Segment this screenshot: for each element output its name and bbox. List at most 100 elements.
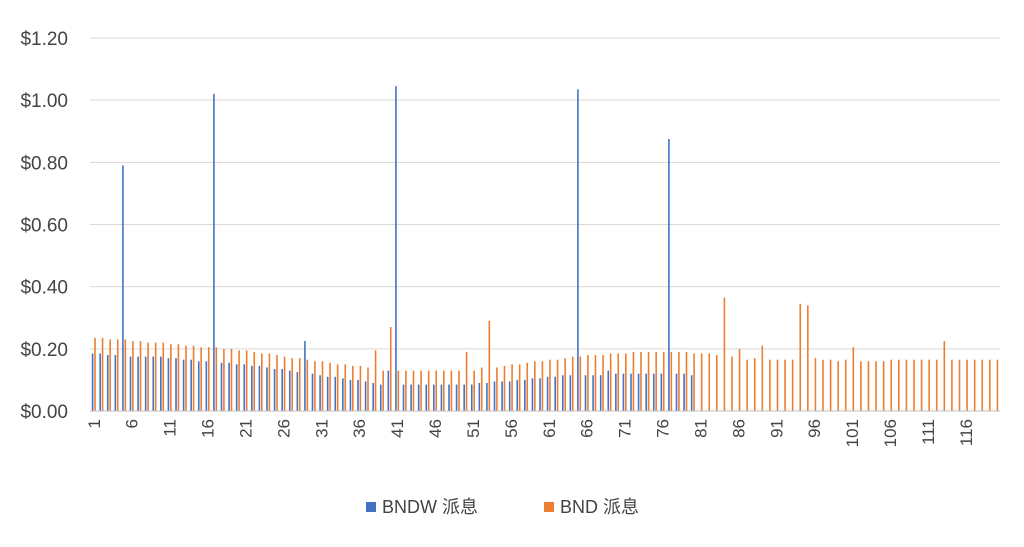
bar-bndw-12 (175, 358, 177, 411)
bar-bnd-42 (405, 370, 407, 411)
bar-bndw-15 (197, 361, 200, 411)
legend: BNDW 派息 BND 派息 (366, 497, 639, 517)
bar-bnd-70 (617, 353, 620, 411)
bar-bndw-13 (182, 359, 185, 411)
x-tick-label: 6 (123, 419, 142, 428)
bar-bndw-29 (304, 341, 306, 411)
bar-bndw-45 (425, 384, 428, 411)
bar-bnd-91 (776, 359, 779, 411)
bar-bndw-53 (486, 383, 488, 411)
bar-bnd-58 (526, 362, 529, 411)
bar-bndw-71 (622, 373, 625, 411)
bar-bndw-72 (630, 373, 632, 411)
bar-bndw-27 (288, 370, 291, 411)
bar-bnd-23 (261, 353, 263, 411)
bar-bndw-57 (516, 379, 519, 411)
bar-bnd-26 (283, 356, 286, 411)
bar-bnd-67 (594, 355, 597, 411)
bar-bnd-40 (389, 327, 392, 411)
bar-bndw-79 (683, 373, 685, 411)
legend-swatch-bndw (366, 502, 376, 512)
bar-bnd-59 (534, 361, 536, 411)
bar-bndw-68 (599, 375, 602, 411)
x-tick-label: 21 (237, 419, 256, 438)
y-tick-label: $0.20 (20, 340, 68, 361)
bar-bnd-17 (215, 347, 218, 411)
bar-bnd-66 (587, 355, 589, 411)
bar-bnd-88 (753, 358, 756, 411)
bar-bndw-3 (106, 355, 109, 411)
bar-bnd-4 (116, 339, 119, 411)
bar-bnd-102 (860, 361, 862, 411)
bar-bnd-114 (951, 359, 953, 411)
bar-bndw-21 (243, 364, 246, 412)
bar-bndw-36 (357, 379, 359, 411)
bar-bnd-6 (132, 341, 134, 411)
x-tick-label: 86 (729, 419, 748, 438)
x-tick-label: 81 (692, 419, 711, 438)
bar-bnd-46 (435, 370, 438, 411)
bar-bnd-87 (746, 359, 748, 411)
bar-bnd-44 (420, 370, 422, 411)
bar-bndw-77 (668, 139, 670, 411)
x-tick-label: 26 (274, 419, 293, 438)
bar-bndw-73 (637, 373, 640, 411)
bar-bnd-111 (928, 359, 930, 411)
bar-bnd-84 (723, 297, 726, 411)
bar-bndw-20 (235, 364, 238, 412)
bar-bnd-33 (336, 364, 339, 412)
x-tick-label: 56 (502, 419, 521, 438)
bar-bnd-76 (662, 351, 665, 411)
bar-bndw-26 (281, 369, 283, 411)
x-tick-label: 36 (350, 419, 369, 438)
bar-bndw-30 (311, 373, 314, 411)
bar-bnd-79 (685, 351, 688, 411)
bar-bndw-5 (122, 165, 124, 411)
y-tick-label: $1.00 (20, 91, 68, 112)
bar-bndw-47 (440, 384, 443, 411)
bar-bndw-41 (395, 86, 397, 412)
bar-bnd-104 (875, 361, 877, 411)
bar-bnd-7 (139, 341, 142, 411)
bar-bndw-19 (228, 362, 230, 411)
bar-bnd-103 (867, 361, 870, 411)
bar-bnd-16 (207, 347, 210, 411)
bar-bnd-73 (640, 351, 642, 411)
bar-bnd-1 (94, 337, 96, 411)
bar-bnd-49 (458, 370, 460, 411)
bar-bndw-60 (539, 378, 541, 411)
bar-bnd-12 (177, 344, 180, 411)
bar-bnd-116 (966, 359, 968, 411)
bar-bnd-62 (556, 359, 559, 411)
bar-bnd-36 (359, 365, 362, 411)
bar-bnd-108 (905, 359, 908, 411)
gridlines (90, 37, 1000, 350)
bar-bndw-8 (144, 356, 147, 411)
bar-bnd-97 (822, 359, 824, 411)
bar-bndw-48 (448, 384, 450, 411)
x-tick-label: 111 (919, 419, 938, 445)
bar-bnd-31 (321, 361, 324, 411)
bar-bndw-67 (592, 375, 594, 411)
bar-bnd-45 (427, 370, 430, 411)
bar-bnd-48 (450, 370, 453, 411)
bar-bnd-94 (799, 303, 802, 411)
bar-bndw-4 (114, 355, 117, 411)
bar-bnd-37 (367, 367, 369, 411)
bars (91, 86, 999, 412)
bar-bndw-43 (410, 384, 412, 411)
bar-bndw-2 (99, 353, 101, 411)
bar-bnd-35 (352, 365, 354, 411)
bar-bnd-101 (852, 347, 855, 411)
bar-bnd-120 (996, 359, 999, 411)
bar-bnd-99 (837, 361, 839, 411)
x-tick-label: 116 (957, 419, 976, 446)
bar-bnd-69 (609, 353, 612, 411)
x-tick-label: 41 (388, 419, 407, 438)
bar-bnd-81 (700, 353, 703, 411)
y-tick-label: $0.80 (20, 153, 68, 174)
bar-bndw-63 (561, 375, 564, 411)
bar-bnd-68 (602, 355, 604, 411)
bar-bnd-60 (541, 361, 544, 411)
axes: $0.00$0.20$0.40$0.60$0.80$1.00$1.201 6 11 1… (20, 29, 1000, 447)
